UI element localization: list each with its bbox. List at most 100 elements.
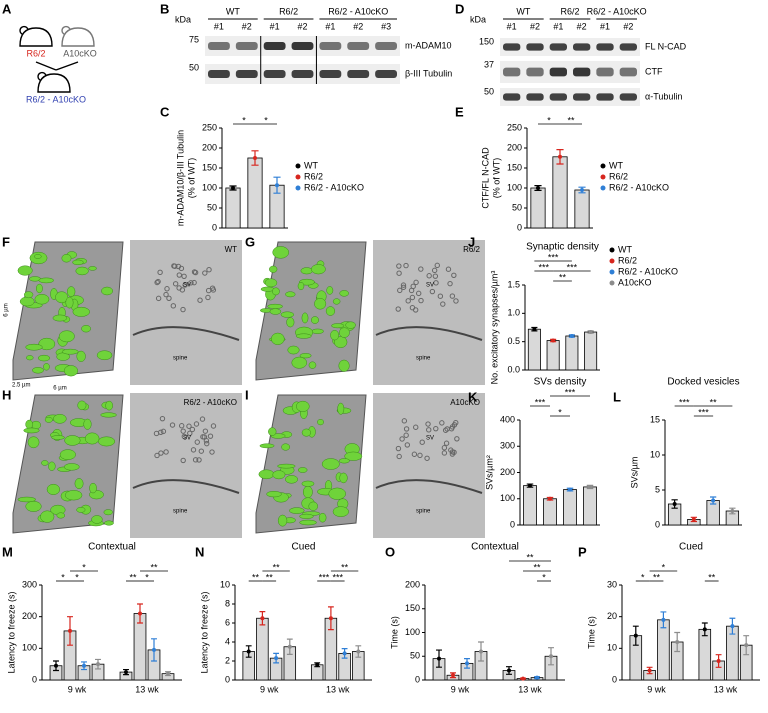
mean-dot bbox=[535, 675, 539, 680]
vesicle bbox=[419, 439, 425, 445]
y-tick-label: 10 bbox=[650, 449, 660, 459]
synapse-blob bbox=[345, 321, 356, 329]
vesicle bbox=[155, 278, 161, 285]
synapse-blob bbox=[81, 325, 91, 333]
significance-label: *** bbox=[538, 262, 549, 272]
mean-dot bbox=[82, 663, 86, 668]
panel-letter: B bbox=[160, 1, 169, 16]
synapse-blob bbox=[296, 400, 310, 412]
vesicle bbox=[434, 262, 440, 269]
synapse-blob bbox=[311, 264, 326, 275]
synapse-blob bbox=[332, 506, 349, 517]
mean-dot bbox=[661, 617, 666, 622]
synapse-blob bbox=[289, 507, 305, 514]
significance-label: ** bbox=[252, 572, 260, 582]
lane-label: #3 bbox=[381, 21, 391, 31]
vesicle bbox=[172, 263, 178, 269]
synapse-blob bbox=[291, 356, 308, 369]
mean-dot bbox=[451, 673, 455, 678]
significance-label: *** bbox=[319, 572, 330, 582]
blot-band bbox=[549, 43, 567, 51]
vesicle bbox=[405, 298, 411, 304]
vesicle bbox=[205, 294, 211, 301]
vesicle bbox=[396, 270, 402, 276]
y-tick-label: 0 bbox=[517, 222, 522, 232]
em-label: R6/2 bbox=[463, 245, 480, 254]
legend-label: R6/2 bbox=[609, 171, 628, 181]
synapse-blob bbox=[63, 463, 80, 471]
y-axis-label: (% of WT) bbox=[186, 158, 196, 199]
synapse-blob bbox=[264, 278, 278, 288]
vesicle bbox=[202, 428, 209, 434]
marker-label: 150 bbox=[479, 36, 494, 46]
significance-label: * bbox=[145, 572, 149, 582]
mean-dot bbox=[152, 647, 156, 652]
vesicle bbox=[433, 425, 439, 432]
y-tick-label: 0 bbox=[612, 674, 617, 684]
synapse-blob bbox=[40, 510, 55, 523]
blot-band bbox=[375, 70, 397, 78]
bar bbox=[527, 328, 541, 371]
vesicle bbox=[453, 420, 459, 426]
vesicle bbox=[449, 293, 456, 299]
mean-dot bbox=[274, 656, 279, 661]
blot-band bbox=[347, 42, 370, 50]
y-axis-label: Latency to freeze (s) bbox=[6, 591, 16, 673]
vesicle bbox=[403, 432, 409, 438]
lane-label: #1 bbox=[507, 21, 517, 31]
synapse-blob bbox=[23, 427, 40, 434]
legend-label: R6/2 bbox=[304, 171, 323, 181]
significance-label: ** bbox=[526, 552, 534, 562]
mean-dot bbox=[633, 633, 638, 638]
y-tick-label: 100 bbox=[405, 627, 420, 637]
vesicle bbox=[209, 285, 216, 291]
vesicle bbox=[170, 303, 177, 309]
marker-label: 50 bbox=[189, 62, 199, 72]
lane-label: #2 bbox=[297, 21, 307, 31]
blot-band bbox=[375, 42, 397, 50]
synapse-blob bbox=[267, 303, 283, 309]
y-tick-label: 200 bbox=[507, 142, 522, 152]
sv-label: SV bbox=[183, 283, 191, 289]
mean-dot bbox=[716, 659, 721, 663]
vesicle bbox=[442, 427, 449, 433]
blot-band bbox=[573, 67, 591, 77]
vesicle bbox=[194, 439, 200, 445]
synapse-blob bbox=[272, 470, 286, 480]
blot-band bbox=[263, 70, 286, 78]
synapse-blob bbox=[53, 413, 67, 424]
blot-band bbox=[596, 67, 614, 77]
lane-label: #2 bbox=[353, 21, 363, 31]
chart-title: Contextual bbox=[471, 542, 519, 553]
vesicle bbox=[448, 426, 455, 432]
blot-band bbox=[619, 93, 637, 101]
blot-band bbox=[526, 67, 544, 77]
mean-dot bbox=[166, 671, 170, 676]
mean-dot bbox=[702, 627, 707, 632]
vesicle bbox=[175, 263, 182, 270]
unit-label: kDa bbox=[470, 14, 486, 24]
y-tick-label: 10 bbox=[220, 579, 230, 589]
vesicle bbox=[413, 279, 419, 286]
y-tick-label: 50 bbox=[512, 202, 522, 212]
synapse-blob bbox=[25, 419, 34, 429]
blot-band bbox=[208, 70, 230, 78]
y-tick-label: 5 bbox=[655, 484, 660, 494]
spine-label: spine bbox=[173, 356, 188, 362]
synapse-blob bbox=[58, 330, 75, 343]
vesicle bbox=[193, 421, 200, 427]
mean-dot bbox=[730, 624, 735, 629]
legend-marker bbox=[295, 163, 301, 169]
significance-label: * bbox=[75, 572, 79, 582]
vesicle bbox=[425, 421, 431, 427]
vesicle bbox=[432, 273, 439, 279]
synapse-blob bbox=[310, 316, 319, 324]
vesicle bbox=[400, 282, 407, 288]
panel-letter: H bbox=[2, 387, 11, 402]
y-tick-label: 400 bbox=[500, 414, 515, 424]
bar bbox=[543, 498, 557, 526]
vesicle bbox=[399, 436, 405, 442]
panel-letter: O bbox=[385, 544, 395, 559]
vesicle bbox=[157, 269, 163, 276]
synapse-blob bbox=[34, 254, 42, 259]
